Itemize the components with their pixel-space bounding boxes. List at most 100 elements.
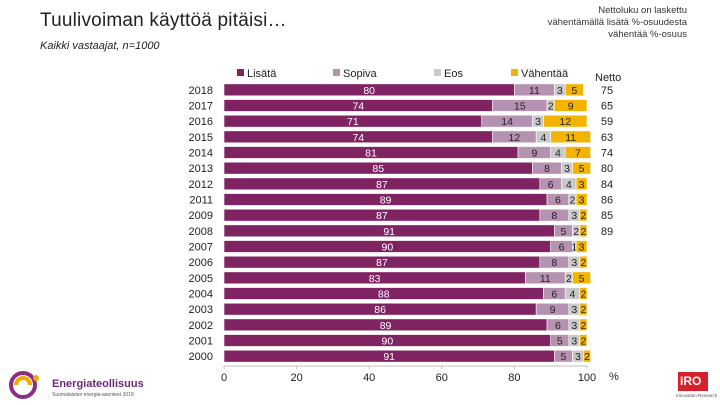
netto-note-line: vähentämällä lisätä %-osuudesta — [547, 17, 687, 28]
bar-segment — [572, 161, 591, 175]
category-label: 2005 — [189, 273, 213, 285]
legend-swatch — [237, 69, 244, 76]
x-tick-label: 40 — [363, 372, 375, 384]
logo-name: Energiateollisuus — [52, 378, 144, 390]
data-label: 3 — [571, 320, 577, 332]
data-label: 3 — [575, 351, 581, 363]
data-label: 8 — [544, 163, 550, 175]
bar-segment — [550, 130, 591, 144]
category-label: 2002 — [189, 320, 213, 332]
bar-segment — [575, 193, 588, 206]
data-label: 2 — [570, 195, 576, 207]
iro-logo-tagline: Innovation Research — [676, 393, 718, 398]
bar-segment — [564, 83, 584, 97]
data-label: 85 — [372, 163, 384, 175]
data-label: 4 — [570, 289, 576, 301]
data-label: 74 — [352, 101, 364, 113]
data-label: 15 — [514, 101, 526, 113]
bar-segment — [579, 334, 588, 347]
bar-segment — [579, 224, 588, 238]
data-label: 87 — [376, 179, 388, 191]
data-label: 2 — [566, 273, 572, 285]
netto-value: 89 — [601, 226, 613, 238]
data-label: 91 — [383, 226, 395, 238]
data-label: 12 — [509, 132, 521, 144]
category-label: 2014 — [189, 148, 213, 160]
data-label: 88 — [378, 289, 390, 301]
data-label: 74 — [352, 132, 364, 144]
category-label: 2017 — [189, 101, 213, 113]
data-label: 4 — [541, 132, 547, 144]
data-label: 87 — [376, 210, 388, 222]
data-label: 9 — [531, 148, 537, 160]
category-label: 2003 — [189, 304, 213, 316]
category-label: 2012 — [189, 179, 213, 191]
data-label: 3 — [579, 179, 585, 191]
category-label: 2004 — [189, 289, 213, 301]
category-label: 2006 — [189, 257, 213, 269]
data-label: 2 — [580, 289, 586, 301]
netto-value: 86 — [601, 195, 613, 207]
category-label: 2001 — [189, 336, 213, 348]
data-label: 4 — [555, 148, 561, 160]
bar-segment — [572, 271, 591, 285]
data-label: 8 — [551, 210, 557, 222]
bar-segment — [579, 208, 588, 222]
data-label: 3 — [579, 242, 585, 254]
category-label: 2013 — [189, 163, 213, 175]
data-label: 5 — [579, 273, 585, 285]
x-tick-label: 100 — [578, 372, 596, 384]
legend-label: Sopiva — [343, 68, 378, 80]
legend-swatch — [434, 69, 441, 76]
data-label: 87 — [376, 257, 388, 269]
iro-logo-box — [678, 372, 708, 391]
data-label: 81 — [365, 148, 377, 160]
data-label: 2 — [580, 320, 586, 332]
bar-segment — [583, 349, 591, 363]
bar-segment — [575, 177, 588, 191]
x-tick-label: 60 — [436, 372, 448, 384]
data-label: 5 — [557, 336, 563, 348]
x-unit-label: % — [609, 371, 619, 383]
data-label: 3 — [535, 116, 541, 128]
category-label: 2015 — [189, 132, 213, 144]
data-label: 2 — [580, 304, 586, 316]
data-label: 2 — [580, 226, 586, 238]
category-label: 2011 — [189, 195, 213, 207]
data-label: 2 — [573, 226, 579, 238]
legend-swatch — [511, 69, 518, 76]
bar-segment — [575, 240, 588, 253]
data-label: 11 — [565, 132, 576, 144]
data-label: 80 — [363, 85, 375, 97]
netto-value: 85 — [601, 210, 613, 222]
bar-segment — [579, 318, 588, 332]
data-label: 7 — [575, 148, 581, 160]
data-label: 6 — [559, 242, 565, 254]
data-label: 12 — [559, 116, 571, 128]
data-label: 91 — [383, 351, 395, 363]
chart-subtitle: Kaikki vastaajat, n=1000 — [40, 40, 160, 52]
data-label: 2 — [580, 210, 586, 222]
netto-value: 80 — [601, 163, 613, 175]
bar-segment — [554, 99, 588, 112]
bar-segment — [564, 146, 591, 159]
data-label: 5 — [560, 226, 566, 238]
legend-label: Lisätä — [247, 68, 277, 80]
data-label: 11 — [540, 273, 551, 285]
data-label: 8 — [551, 257, 557, 269]
category-label: 2009 — [189, 210, 213, 222]
data-label: 3 — [571, 304, 577, 316]
data-label: 5 — [579, 163, 585, 175]
legend-label: Vähentää — [521, 68, 569, 80]
data-label: 3 — [571, 257, 577, 269]
data-label: 6 — [555, 195, 561, 207]
netto-value: 65 — [601, 101, 613, 113]
data-label: 3 — [571, 210, 577, 222]
energiateollisuus-logo: Energiateollisuus Suomalaisten energia-a… — [6, 370, 166, 402]
netto-value: 63 — [601, 132, 613, 144]
legend-label: Eos — [444, 68, 463, 80]
category-label: 2000 — [189, 351, 213, 363]
netto-note: Nettoluku on laskettu vähentämällä lisät… — [517, 5, 687, 41]
category-label: 2007 — [189, 242, 213, 254]
